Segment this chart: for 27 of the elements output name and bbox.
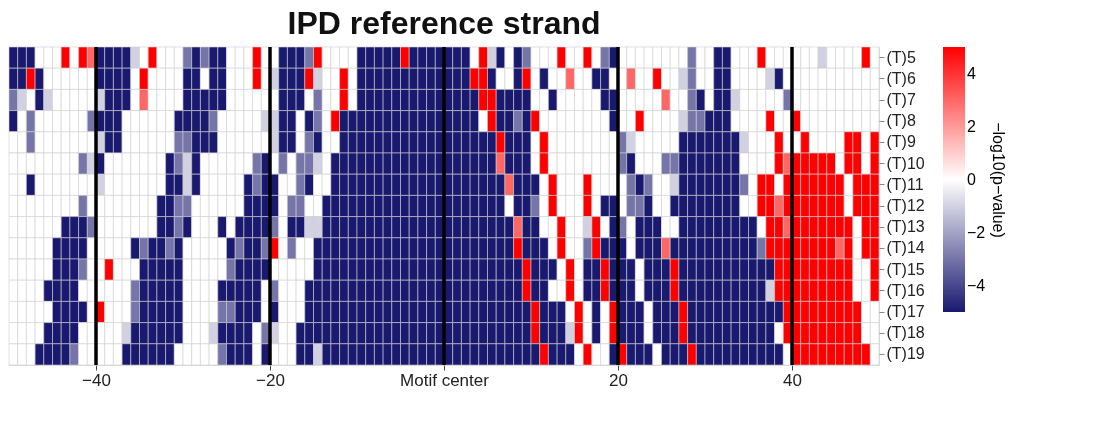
y-tick-label: (T)5 [886, 48, 916, 66]
color-bar-title: −log10(p−value) [990, 122, 1007, 238]
x-tick-label: −20 [256, 370, 285, 390]
y-tick-label: (T)11 [886, 175, 924, 193]
y-tick-label: (T)14 [886, 239, 925, 257]
y-tick-label: (T)6 [886, 69, 916, 87]
y-tick-label: (T)13 [886, 218, 925, 236]
y-tick-label: (T)9 [886, 133, 916, 151]
x-tick-label: 40 [783, 370, 802, 390]
y-tick-label: (T)16 [886, 281, 925, 299]
y-tick-label: (T)10 [886, 154, 925, 172]
y-tick-label: (T)18 [886, 324, 925, 342]
y-tick-label: (T)19 [886, 345, 925, 363]
y-tick-label: (T)7 [886, 91, 916, 108]
color-bar-label: 4 [967, 64, 976, 82]
y-tick-label: (T)15 [886, 260, 925, 278]
y-tick-label: (T)12 [886, 197, 925, 214]
x-tick-label: −40 [82, 370, 111, 390]
x-tick-label: Motif center [400, 370, 490, 390]
color-bar-label: −2 [967, 223, 986, 241]
y-tick-label: (T)17 [886, 303, 925, 320]
x-tick-label: 20 [609, 370, 628, 390]
chart-title: IPD reference strand [287, 5, 601, 42]
color-bar-label: 2 [967, 117, 976, 135]
color-bar-label: 0 [967, 170, 976, 188]
y-tick-label: (T)8 [886, 112, 916, 130]
color-bar-label: −4 [967, 276, 986, 294]
